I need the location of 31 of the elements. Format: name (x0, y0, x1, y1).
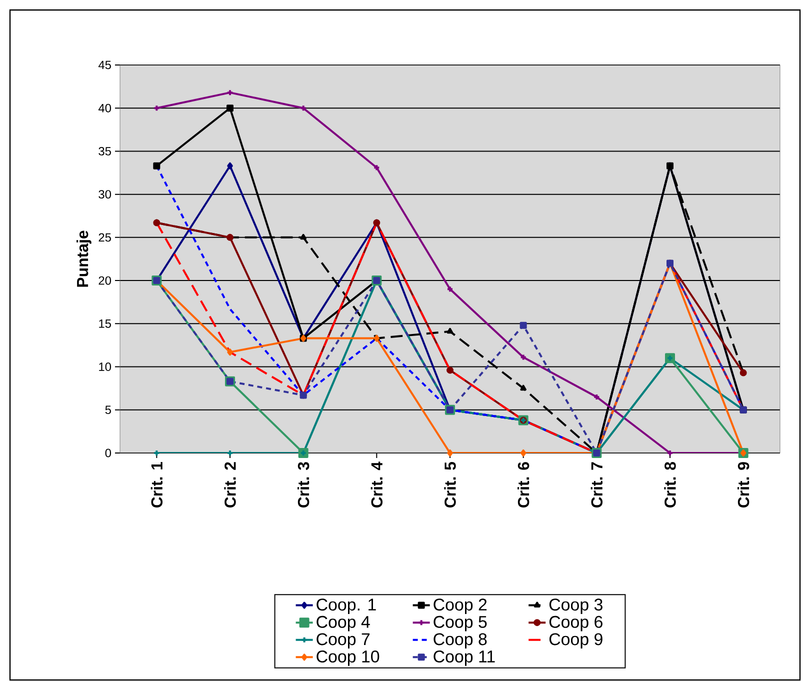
legend-label: Coop 2 (434, 598, 487, 614)
legend-label: Coop 3 (549, 598, 602, 614)
y-tick-label: 10 (99, 362, 112, 371)
x-tick-label: Crit. 4 (370, 462, 383, 508)
y-tick-label: 5 (105, 406, 111, 414)
legend-label: Coop. 1 (316, 598, 376, 614)
legend-label: Coop 8 (434, 633, 487, 649)
legend-label: Coop 4 (316, 616, 370, 632)
legend-label: Coop 6 (549, 616, 602, 632)
legend-label: Coop 11 (434, 650, 495, 666)
y-tick-label: 0 (105, 448, 112, 458)
x-tick-label: Crit. 7 (590, 462, 603, 508)
y-tick-label: 25 (98, 233, 111, 242)
y-tick-label: 35 (98, 146, 111, 156)
x-tick-label: Crit. 3 (297, 462, 310, 508)
y-tick-label: 45 (98, 60, 111, 70)
x-tick-label: Crit. 8 (664, 462, 676, 508)
x-tick-label: Crit. 1 (150, 462, 163, 508)
x-tick-label: Crit. 2 (224, 462, 236, 508)
y-tick-label: 30 (98, 190, 112, 199)
y-axis-title: Puntaje (76, 230, 92, 287)
legend-label: Coop 9 (549, 633, 602, 649)
y-tick-label: 15 (99, 319, 111, 328)
x-tick-label: Crit. 5 (444, 462, 456, 508)
y-tick-label: 40 (98, 104, 112, 112)
legend-label: Coop 5 (434, 616, 487, 632)
legend-label: Coop 7 (316, 633, 370, 649)
y-tick-label: 20 (98, 276, 112, 285)
legend-label: Coop 10 (316, 650, 380, 666)
x-tick-label: Crit. 6 (517, 462, 530, 508)
x-tick-label: Crit. 9 (737, 462, 750, 508)
